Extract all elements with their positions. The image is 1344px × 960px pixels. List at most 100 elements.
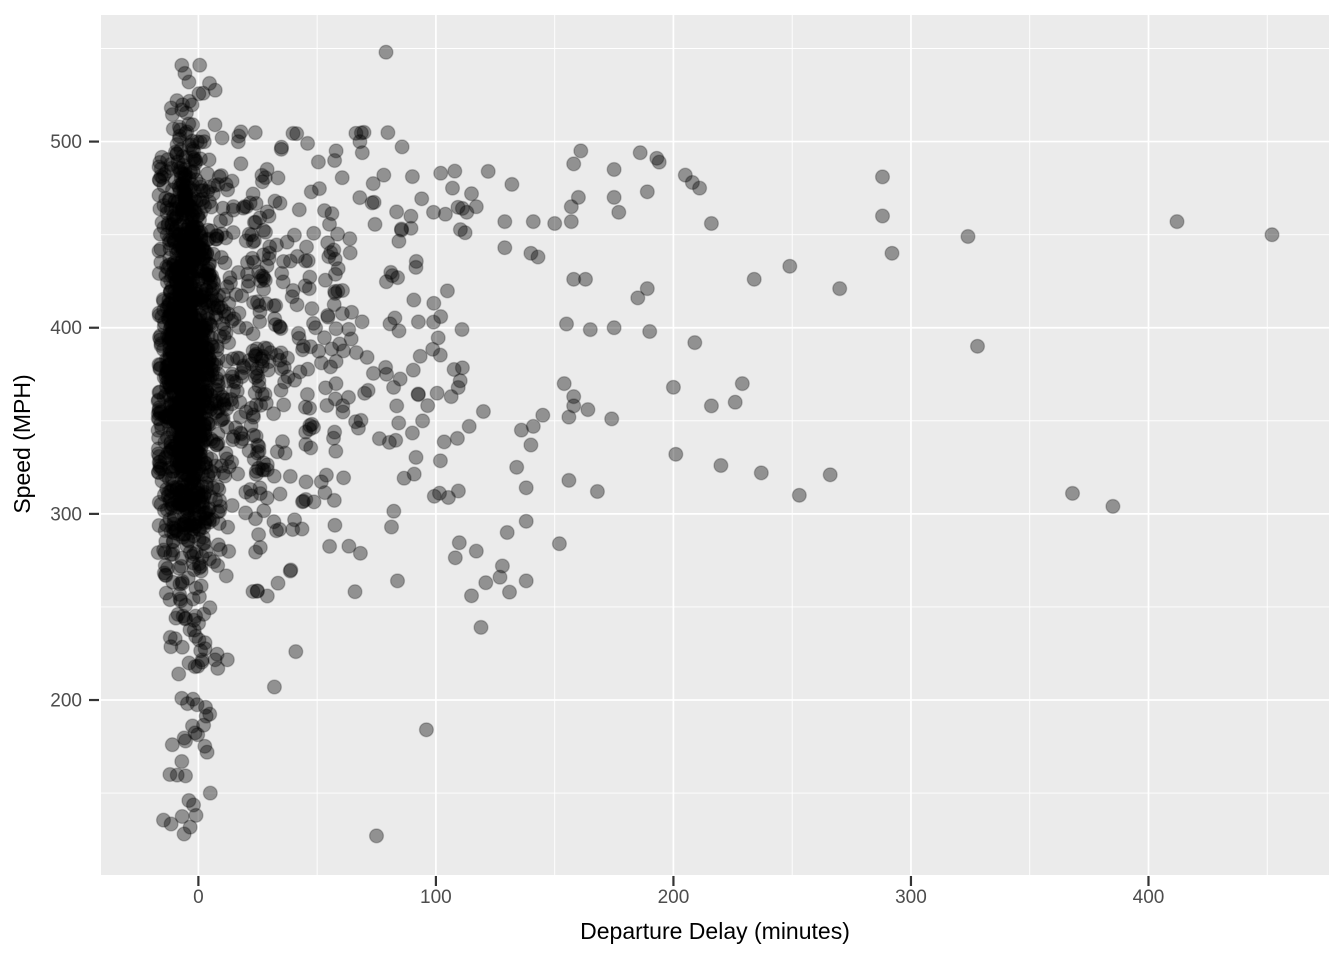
scatter-point	[183, 267, 199, 284]
scatter-point	[184, 222, 200, 238]
scatter-point	[176, 526, 192, 542]
scatter-point	[176, 434, 192, 450]
scatter-point	[203, 337, 220, 353]
scatter-point	[433, 165, 449, 181]
scatter-point	[172, 282, 188, 298]
scatter-point	[177, 241, 193, 257]
scatter-point	[201, 256, 217, 272]
scatter-point	[194, 479, 211, 495]
scatter-point	[199, 431, 215, 447]
scatter-point	[165, 367, 181, 383]
scatter-point	[164, 268, 180, 284]
scatter-point	[169, 322, 185, 338]
scatter-point	[177, 245, 193, 261]
scatter-point	[170, 368, 187, 384]
scatter-point	[183, 238, 200, 255]
scatter-point	[174, 200, 191, 216]
scatter-point	[195, 325, 211, 342]
scatter-point	[191, 271, 207, 287]
scatter-point	[165, 452, 181, 468]
scatter-point	[274, 265, 290, 282]
scatter-point	[158, 517, 174, 533]
scatter-point	[170, 334, 186, 351]
scatter-point	[191, 398, 207, 414]
scatter-point	[187, 363, 203, 380]
scatter-point	[218, 230, 234, 246]
scatter-point	[169, 493, 186, 509]
scatter-point	[155, 169, 171, 186]
scatter-point	[179, 453, 195, 469]
scatter-point	[294, 521, 310, 537]
scatter-point	[247, 511, 264, 527]
scatter-point	[171, 560, 187, 576]
scatter-point	[151, 305, 167, 321]
scatter-point	[171, 526, 187, 542]
scatter-point	[157, 522, 173, 539]
scatter-point	[171, 454, 188, 470]
scatter-point	[177, 356, 193, 372]
scatter-point	[188, 219, 204, 236]
scatter-point	[248, 214, 264, 230]
scatter-point	[200, 467, 217, 483]
scatter-point	[186, 562, 202, 578]
scatter-point	[196, 250, 212, 266]
scatter-point	[354, 314, 370, 330]
scatter-point	[406, 292, 422, 308]
scatter-point	[184, 548, 200, 564]
scatter-point	[166, 345, 182, 361]
scatter-point	[151, 357, 167, 373]
scatter-point	[174, 350, 191, 366]
scatter-point	[187, 339, 204, 355]
scatter-point	[175, 202, 191, 218]
scatter-point	[379, 366, 395, 382]
scatter-point	[156, 487, 173, 503]
scatter-point	[178, 323, 194, 339]
scatter-point	[176, 427, 192, 444]
scatter-point	[160, 488, 176, 504]
scatter-point	[178, 379, 194, 396]
scatter-point	[200, 416, 216, 432]
scatter-point	[386, 503, 402, 519]
scatter-point	[169, 406, 185, 422]
scatter-point	[173, 277, 189, 293]
scatter-point	[176, 422, 193, 438]
scatter-point	[468, 543, 484, 559]
scatter-point	[172, 263, 189, 279]
scatter-point	[249, 583, 266, 599]
scatter-point	[167, 437, 184, 453]
scatter-point	[176, 434, 192, 450]
scatter-point	[163, 232, 179, 248]
scatter-point	[791, 487, 807, 503]
scatter-point	[200, 311, 216, 328]
scatter-point	[186, 498, 202, 515]
scatter-point	[231, 128, 247, 144]
scatter-point	[174, 464, 191, 481]
scatter-point	[219, 401, 235, 417]
scatter-point	[171, 312, 187, 328]
scatter-point	[194, 354, 211, 370]
scatter-point	[164, 279, 180, 296]
scatter-point	[274, 434, 291, 450]
scatter-point	[174, 352, 190, 368]
scatter-point	[166, 358, 182, 374]
scatter-point	[165, 324, 181, 340]
scatter-point	[177, 195, 194, 211]
scatter-point	[177, 274, 194, 291]
scatter-point	[160, 409, 177, 426]
scatter-point	[188, 445, 204, 461]
scatter-point	[220, 519, 236, 535]
scatter-point	[155, 342, 172, 358]
scatter-point	[178, 105, 195, 121]
scatter-point	[186, 433, 202, 449]
scatter-point	[176, 394, 193, 410]
scatter-point	[150, 422, 166, 438]
scatter-point	[179, 252, 195, 268]
scatter-point	[179, 407, 195, 423]
scatter-point	[174, 405, 190, 421]
scatter-point	[188, 194, 204, 210]
scatter-point	[245, 326, 261, 342]
scatter-point	[177, 452, 193, 468]
scatter-point	[447, 163, 463, 179]
scatter-point	[212, 213, 229, 229]
scatter-point	[177, 516, 194, 533]
